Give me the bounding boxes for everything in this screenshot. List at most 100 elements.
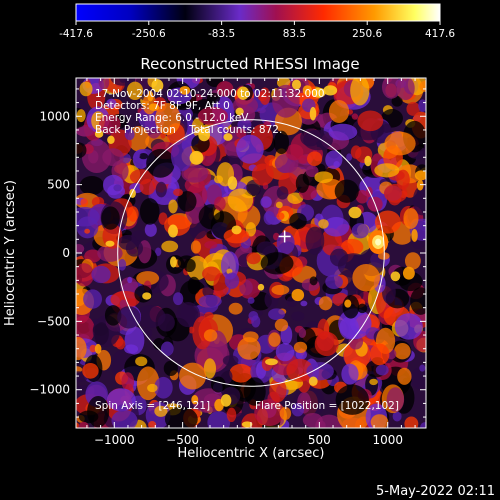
heatmap-bright-speckle (223, 133, 233, 141)
heatmap-speckle (197, 106, 229, 126)
x-tick-label: −500 (166, 433, 199, 447)
heatmap-speckle (204, 311, 214, 320)
heatmap-speckle (404, 416, 419, 428)
heatmap-speckle (176, 302, 200, 328)
colorbar-tick-label: -417.6 (59, 28, 93, 40)
x-tick-label: 500 (308, 433, 331, 447)
heatmap-speckle (139, 198, 160, 225)
heatmap-speckle (242, 331, 259, 343)
heatmap-speckle (291, 311, 305, 322)
axes: −1000 −500 0 500 1000 −1000 −500 0 500 1000 (29, 78, 426, 447)
heatmap-speckle (386, 387, 405, 412)
heatmap-speckle (124, 326, 145, 355)
heatmap-speckle (268, 308, 285, 321)
heatmap-speckle (350, 145, 362, 159)
heatmap-speckle (237, 118, 252, 131)
heatmap-speckle (228, 302, 243, 315)
heatmap-speckle (410, 287, 426, 315)
heatmap-bright-speckle (291, 288, 305, 302)
heatmap-speckle (334, 179, 359, 203)
heatmap-speckle (170, 140, 193, 172)
heatmap-speckle (79, 81, 93, 97)
heatmap-bright-speckle (411, 229, 418, 242)
heatmap-speckle (342, 295, 360, 319)
heatmap-speckle (247, 297, 255, 304)
heatmap-speckle (127, 206, 139, 222)
heatmap-speckle (305, 226, 325, 255)
heatmap-speckle (141, 327, 153, 339)
heatmap-speckle (340, 238, 364, 256)
heatmap-speckle (76, 109, 86, 123)
heatmap-speckle (226, 407, 237, 423)
heatmap-speckle (394, 343, 411, 360)
heatmap-speckle (83, 289, 103, 309)
heatmap-speckle (216, 81, 234, 97)
heatmap-speckle (298, 327, 307, 338)
heatmap-speckle (78, 421, 89, 428)
heatmap-speckle (102, 174, 124, 196)
heatmap-speckle (273, 130, 290, 155)
heatmap-bright-speckle (312, 87, 326, 98)
heatmap-speckle (127, 276, 133, 284)
heatmap-speckle (351, 223, 369, 239)
heatmap-bright-speckle (302, 85, 312, 96)
heatmap-speckle (223, 228, 250, 244)
heatmap-speckle (420, 422, 426, 428)
heatmap-speckle (117, 306, 141, 329)
heatmap-speckle (369, 378, 378, 386)
heatmap-speckle (279, 407, 292, 421)
heatmap-speckle (76, 422, 79, 428)
info-line-energy: Energy Range: 6.0 - 12.0 keV (95, 112, 249, 124)
heatmap-speckle (412, 185, 426, 216)
heatmap-speckle (346, 153, 353, 161)
heatmap-speckle (254, 399, 285, 427)
heatmap-speckle (375, 364, 389, 376)
heatmap-speckle (214, 196, 226, 211)
heatmap-image (76, 78, 426, 428)
heatmap-speckle (248, 311, 259, 321)
heatmap-speckle (76, 366, 83, 373)
heatmap-speckle (384, 131, 416, 156)
heatmap-speckle (181, 164, 209, 183)
heatmap-speckle (300, 300, 308, 307)
heatmap-speckle (307, 151, 323, 167)
colorbar-tick-label: 417.6 (425, 28, 455, 40)
chart-title: Reconstructed RHESSI Image (140, 55, 359, 73)
heatmap-bright-speckle (390, 271, 401, 282)
heatmap-speckle (210, 376, 226, 393)
heatmap-speckle (110, 290, 141, 308)
y-tick-label: 500 (47, 178, 70, 192)
heatmap-bright-speckle (364, 155, 372, 167)
heatmap-speckle (207, 410, 231, 428)
heatmap-speckle (190, 240, 202, 254)
heatmap-bright-speckle (308, 376, 318, 386)
heatmap-speckle (328, 100, 350, 124)
heatmap-speckle (291, 403, 305, 417)
heatmap-speckle (198, 294, 222, 308)
heatmap-speckle (76, 336, 87, 361)
colorbar (75, 3, 441, 22)
heatmap-speckle (134, 151, 141, 159)
heatmap-speckle (236, 134, 264, 164)
heatmap-speckle (303, 129, 333, 151)
heatmap-speckle (394, 313, 423, 340)
info-line-method: Back Projection Total counts: 872. (95, 124, 282, 136)
heatmap-speckle (76, 126, 94, 137)
heatmap-speckle (335, 384, 369, 415)
heatmap-speckle (287, 192, 304, 204)
heatmap-speckle (157, 313, 175, 332)
heatmap-speckle (276, 231, 295, 255)
heatmap-bright-speckle (237, 86, 250, 100)
heatmap-bright-speckle (220, 394, 232, 407)
heatmap-speckle (318, 219, 329, 229)
heatmap-speckle (203, 329, 218, 342)
heatmap-bright-speckle (179, 85, 191, 95)
heatmap-speckle (84, 228, 91, 234)
heatmap-speckle (352, 263, 380, 292)
heatmap-speckle (202, 266, 221, 282)
heatmap-speckle (328, 123, 358, 141)
y-axis-label: Heliocentric Y (arcsec) (3, 180, 18, 326)
colorbar-ticks: -417.6 -250.6 -83.5 83.5 250.6 417.6 (59, 21, 455, 40)
heatmap-speckle (268, 332, 281, 347)
heatmap-speckle (323, 216, 350, 237)
